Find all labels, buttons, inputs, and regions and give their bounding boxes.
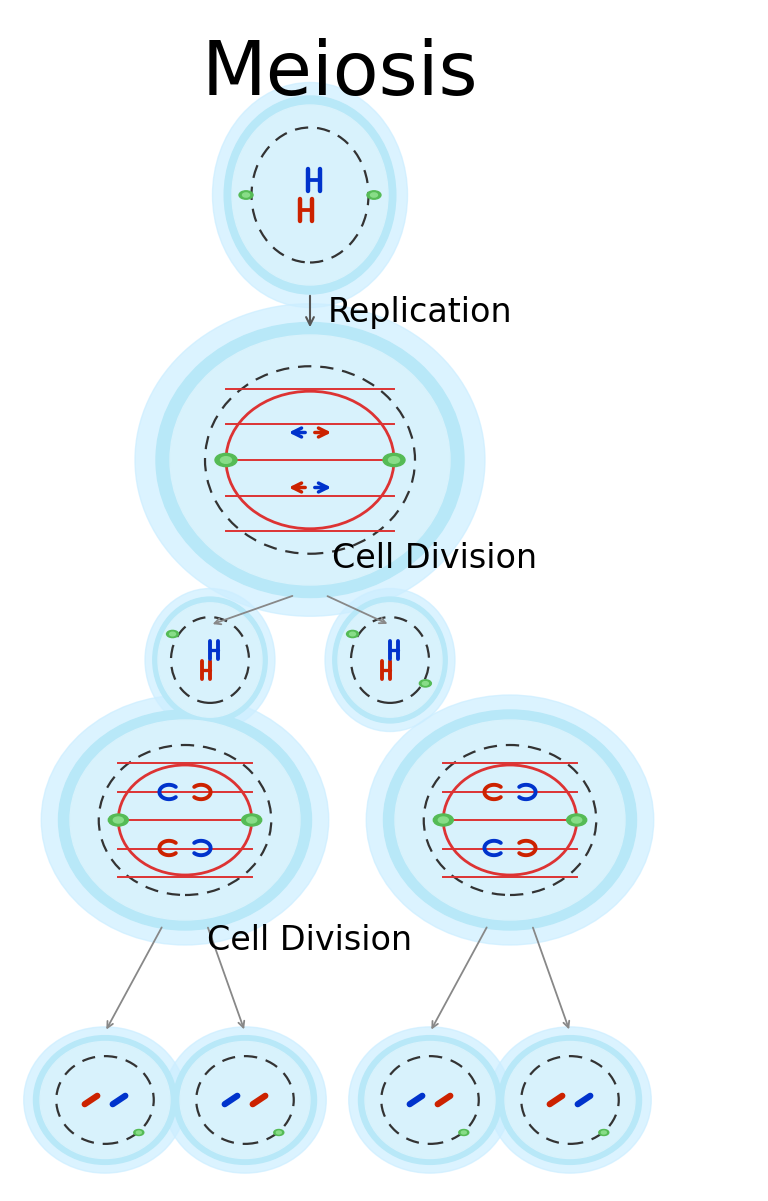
Ellipse shape bbox=[338, 603, 442, 717]
Ellipse shape bbox=[333, 597, 447, 723]
Ellipse shape bbox=[349, 632, 356, 635]
Ellipse shape bbox=[346, 631, 359, 638]
Ellipse shape bbox=[41, 695, 329, 945]
Text: Cell Division: Cell Division bbox=[207, 924, 412, 956]
Ellipse shape bbox=[498, 1035, 641, 1164]
Ellipse shape bbox=[24, 1027, 187, 1173]
Ellipse shape bbox=[108, 814, 128, 826]
Ellipse shape bbox=[439, 817, 449, 823]
Ellipse shape bbox=[213, 83, 408, 307]
Ellipse shape bbox=[156, 323, 464, 598]
Text: Replication: Replication bbox=[328, 295, 512, 329]
Ellipse shape bbox=[40, 1041, 170, 1159]
Ellipse shape bbox=[243, 193, 250, 197]
Ellipse shape bbox=[34, 1035, 177, 1164]
Ellipse shape bbox=[419, 680, 432, 687]
Ellipse shape bbox=[458, 1129, 468, 1135]
Ellipse shape bbox=[367, 191, 381, 199]
Ellipse shape bbox=[224, 96, 396, 294]
Ellipse shape bbox=[174, 1035, 316, 1164]
Ellipse shape bbox=[180, 1041, 310, 1159]
Text: Meiosis: Meiosis bbox=[202, 38, 478, 110]
Ellipse shape bbox=[601, 1131, 606, 1134]
Ellipse shape bbox=[349, 1027, 511, 1173]
Ellipse shape bbox=[383, 710, 637, 930]
Ellipse shape bbox=[488, 1027, 651, 1173]
Ellipse shape bbox=[239, 191, 253, 199]
Ellipse shape bbox=[274, 1129, 284, 1135]
Ellipse shape bbox=[370, 193, 377, 197]
Ellipse shape bbox=[135, 304, 485, 616]
Ellipse shape bbox=[215, 454, 237, 467]
Ellipse shape bbox=[220, 456, 231, 464]
Ellipse shape bbox=[70, 721, 300, 920]
Text: Cell Division: Cell Division bbox=[332, 542, 537, 574]
Ellipse shape bbox=[383, 454, 405, 467]
Ellipse shape bbox=[247, 817, 257, 823]
Ellipse shape bbox=[134, 1129, 144, 1135]
Ellipse shape bbox=[232, 104, 388, 285]
Ellipse shape bbox=[136, 1131, 141, 1134]
Ellipse shape bbox=[153, 597, 267, 723]
Ellipse shape bbox=[170, 632, 176, 635]
Ellipse shape bbox=[164, 1027, 326, 1173]
Ellipse shape bbox=[167, 631, 179, 638]
Ellipse shape bbox=[359, 1035, 502, 1164]
Ellipse shape bbox=[571, 817, 581, 823]
Ellipse shape bbox=[58, 710, 312, 930]
Ellipse shape bbox=[462, 1131, 466, 1134]
Ellipse shape bbox=[325, 588, 455, 731]
Ellipse shape bbox=[505, 1041, 635, 1159]
Ellipse shape bbox=[433, 814, 453, 826]
Ellipse shape bbox=[366, 695, 654, 945]
Ellipse shape bbox=[395, 721, 625, 920]
Ellipse shape bbox=[599, 1129, 609, 1135]
Ellipse shape bbox=[567, 814, 587, 826]
Ellipse shape bbox=[365, 1041, 495, 1159]
Ellipse shape bbox=[114, 817, 124, 823]
Ellipse shape bbox=[276, 1131, 281, 1134]
Ellipse shape bbox=[158, 603, 262, 717]
Ellipse shape bbox=[145, 588, 275, 731]
Ellipse shape bbox=[242, 814, 262, 826]
Ellipse shape bbox=[422, 682, 429, 686]
Ellipse shape bbox=[170, 335, 450, 585]
Ellipse shape bbox=[389, 456, 399, 464]
